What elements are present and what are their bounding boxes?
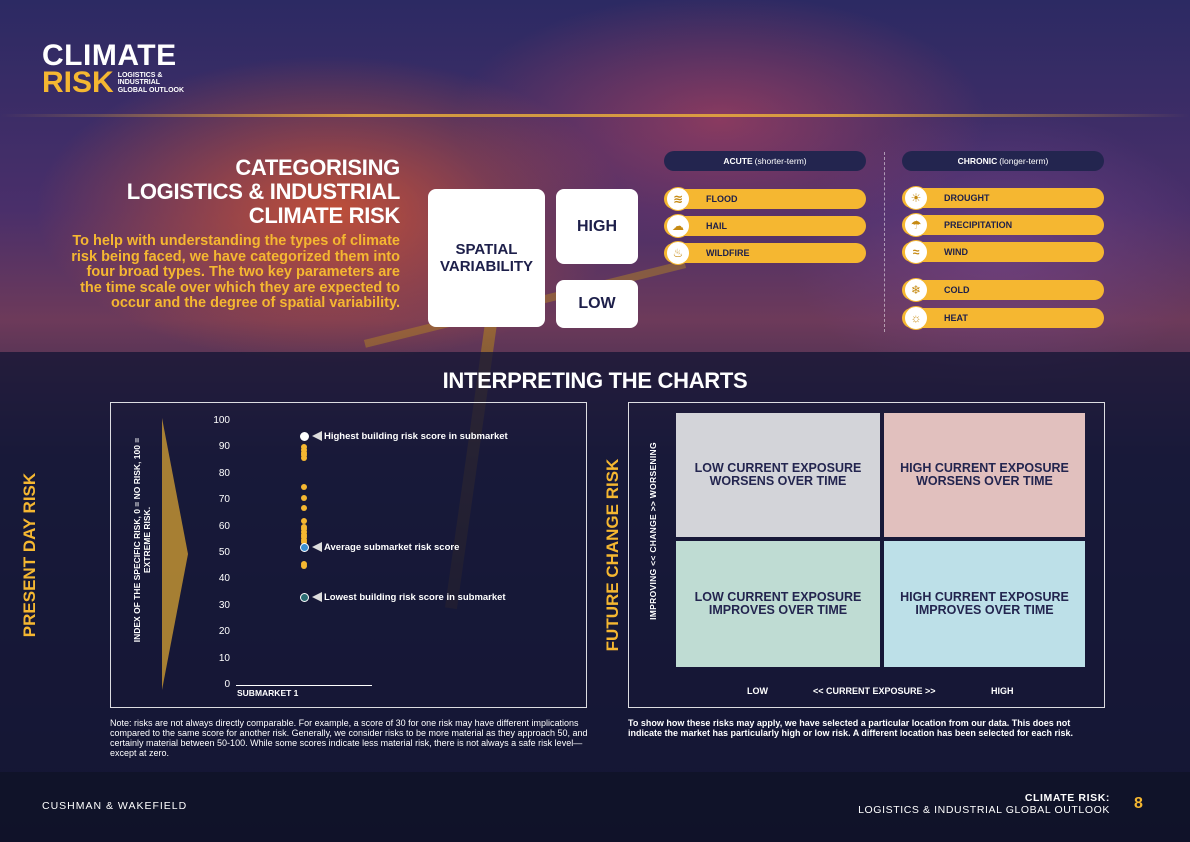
y-tick-label: 30 bbox=[218, 599, 230, 611]
pill-label: WIND bbox=[944, 247, 968, 257]
gold-arrow bbox=[162, 418, 188, 690]
y-tick-label: 50 bbox=[218, 547, 230, 558]
pill-label: PRECIPITATION bbox=[944, 220, 1013, 230]
y-tick-label: 90 bbox=[218, 441, 230, 453]
right-chart-note: To show how these risks may apply, we ha… bbox=[628, 718, 1073, 738]
wildfire-icon: ♨ bbox=[666, 241, 690, 265]
risk-pill-flood: ≋ FLOOD bbox=[664, 187, 866, 211]
y-tick-label: 60 bbox=[218, 520, 230, 532]
y-tick-label: 70 bbox=[218, 494, 230, 506]
x-axis-line bbox=[236, 685, 372, 686]
future-risk-chart-frame bbox=[628, 402, 1105, 708]
present-risk-chart-frame bbox=[110, 402, 587, 708]
quadrant-high-worsens: HIGH CURRENT EXPOSURE WORSENS OVER TIME bbox=[884, 413, 1085, 537]
flood-icon: ≋ bbox=[666, 187, 690, 211]
left-chart-note: Note: risks are not always directly comp… bbox=[110, 718, 588, 758]
pill-label: FLOOD bbox=[706, 194, 738, 204]
pill-label: HAIL bbox=[706, 221, 727, 231]
callout-pointer bbox=[312, 542, 322, 553]
page-number: 8 bbox=[1134, 795, 1143, 812]
column-divider bbox=[884, 152, 885, 332]
risk-score-point bbox=[301, 494, 307, 501]
callout-pointer bbox=[312, 592, 322, 603]
logo-line2: RISK bbox=[42, 66, 114, 99]
pill-label: DROUGHT bbox=[944, 193, 990, 203]
high-variability-box: HIGH bbox=[556, 189, 638, 264]
risk-score-point bbox=[301, 518, 307, 525]
logo-line1: CLIMATE bbox=[42, 39, 177, 72]
gold-divider-line bbox=[0, 114, 1190, 117]
risk-pill-heat: ☼ HEAT bbox=[902, 306, 1104, 330]
risk-pill-cold: ❄ COLD bbox=[902, 278, 1104, 302]
y-tick-label: 10 bbox=[218, 652, 230, 664]
pill-label: COLD bbox=[944, 285, 970, 295]
acute-header: ACUTE (shorter-term) bbox=[664, 151, 866, 171]
risk-pill-drought: ☀ DROUGHT bbox=[902, 186, 1104, 210]
drought-icon: ☀ bbox=[904, 186, 928, 210]
y-tick-label: 40 bbox=[218, 573, 230, 585]
risk-score-point bbox=[301, 484, 307, 490]
categorising-title: CATEGORISING LOGISTICS & INDUSTRIAL CLIM… bbox=[126, 155, 401, 228]
low-variability-box: LOW bbox=[556, 280, 638, 328]
lowest-point bbox=[299, 593, 309, 603]
footer-brand: CUSHMAN & WAKEFIELD bbox=[42, 800, 188, 812]
pill-label: HEAT bbox=[944, 313, 968, 323]
average-point bbox=[299, 543, 309, 553]
y-tick-label: 100 bbox=[213, 415, 230, 426]
x-axis-category: SUBMARKET 1 bbox=[237, 688, 299, 698]
risk-pill-wildfire: ♨ WILDFIRE bbox=[664, 241, 866, 265]
callout-pointer bbox=[312, 431, 322, 442]
pill-label: WILDFIRE bbox=[706, 248, 750, 258]
y-tick-label: 20 bbox=[218, 626, 230, 638]
spatial-variability-box: SPATIAL VARIABILITY bbox=[428, 189, 545, 327]
y-tick-label: 80 bbox=[218, 467, 230, 479]
risk-pill-wind: ≈ WIND bbox=[902, 240, 1104, 264]
wind-icon: ≈ bbox=[904, 240, 928, 264]
interpreting-title: INTERPRETING THE CHARTS bbox=[442, 368, 748, 393]
risk-score-point bbox=[301, 539, 307, 546]
heat-icon: ☼ bbox=[904, 306, 928, 330]
risk-score-point bbox=[301, 505, 307, 512]
change-axis-label: IMPROVING << CHANGE >> WORSENING bbox=[648, 442, 658, 620]
y-tick-label: 0 bbox=[224, 679, 230, 690]
future-change-risk-label: FUTURE CHANGE RISK bbox=[603, 458, 622, 652]
logo-subtitle: LOGISTICS & INDUSTRIAL GLOBAL OUTLOOK bbox=[117, 71, 185, 94]
x-label-low: LOW bbox=[747, 686, 768, 696]
hail-icon: ☁ bbox=[666, 214, 690, 238]
chronic-header: CHRONIC (longer-term) bbox=[902, 151, 1104, 171]
present-day-risk-label: PRESENT DAY RISK bbox=[20, 472, 39, 638]
callout-average: Average submarket risk score bbox=[312, 542, 459, 553]
x-label-current-exposure: << CURRENT EXPOSURE >> bbox=[813, 686, 936, 696]
categorising-description: To help with understanding the types of … bbox=[71, 233, 400, 311]
callout-highest: Highest building risk score in submarket bbox=[312, 431, 508, 442]
risk-score-point bbox=[301, 563, 307, 570]
precipitation-icon: ☂ bbox=[904, 213, 928, 237]
footer-title: CLIMATE RISK: LOGISTICS & INDUSTRIAL GLO… bbox=[858, 792, 1110, 816]
quadrant-low-worsens: LOW CURRENT EXPOSURE WORSENS OVER TIME bbox=[676, 413, 880, 537]
cold-icon: ❄ bbox=[904, 278, 928, 302]
risk-pill-hail: ☁ HAIL bbox=[664, 214, 866, 238]
climate-risk-logo: CLIMATE RISK LOGISTICS & INDUSTRIAL GLOB… bbox=[42, 39, 185, 99]
footer-band bbox=[0, 772, 1190, 842]
quadrant-high-improves: HIGH CURRENT EXPOSURE IMPROVES OVER TIME bbox=[884, 541, 1085, 667]
quadrant-low-improves: LOW CURRENT EXPOSURE IMPROVES OVER TIME bbox=[676, 541, 880, 667]
callout-lowest: Lowest building risk score in submarket bbox=[312, 592, 506, 603]
risk-score-point bbox=[301, 454, 307, 461]
x-label-high: HIGH bbox=[991, 686, 1014, 696]
y-axis-label: INDEX OF THE SPECIFIC RISK, 0 = NO RISK,… bbox=[132, 437, 152, 643]
risk-pill-precipitation: ☂ PRECIPITATION bbox=[902, 213, 1104, 237]
highest-point bbox=[299, 432, 309, 442]
